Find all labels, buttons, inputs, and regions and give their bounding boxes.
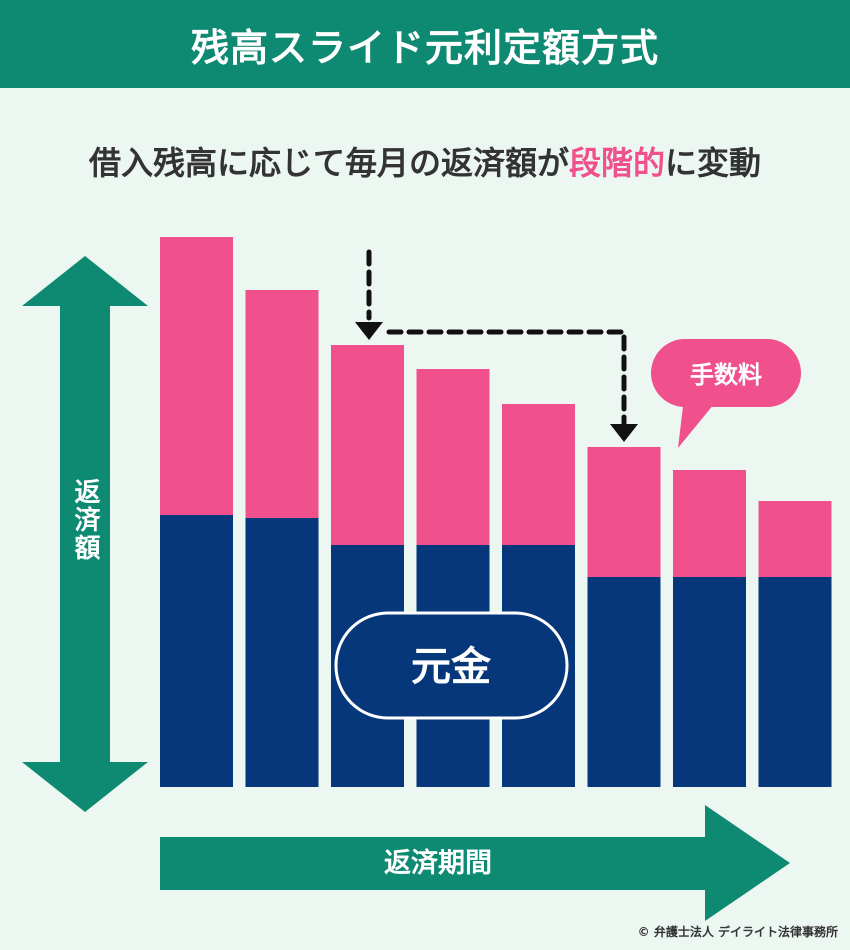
bar-fee-5	[502, 404, 575, 545]
bar-fee-7	[673, 470, 746, 577]
fee-label: 手数料	[690, 361, 762, 389]
bar-fee-1	[160, 237, 233, 515]
fee-speech-bubble: 手数料	[651, 339, 801, 448]
dashed-step-arrow	[355, 249, 638, 442]
subtitle-highlight: 段階的	[568, 144, 665, 182]
bar-principal-6	[587, 577, 661, 787]
page-title: 残高スライド元利定額方式	[190, 25, 659, 70]
subtitle-text-before: 借入残高に応じて毎月の返済額が	[88, 144, 569, 182]
subtitle: 借入残高に応じて毎月の返済額が段階的に変動	[0, 138, 850, 184]
bar-principal-2	[245, 518, 319, 787]
horizontal-axis-label: 返済期間	[384, 847, 492, 879]
dashed-arrow-head-1	[355, 322, 383, 340]
bar-fee-2	[245, 290, 319, 518]
bar-principal-1	[160, 515, 233, 787]
horizontal-arrow-shape	[160, 805, 790, 921]
fee-bubble-tail	[678, 398, 714, 448]
vertical-axis-label: 返済額	[70, 478, 100, 562]
dashed-line	[366, 249, 627, 428]
principal-pill-shape	[334, 611, 569, 720]
bar-fee-3	[331, 345, 404, 545]
vertical-double-arrow: 返済額	[22, 256, 148, 812]
copyright-text: © 弁護士法人 デイライト法律事務所	[637, 925, 838, 939]
vertical-arrow-shape	[22, 256, 148, 812]
bar-fee-8	[758, 501, 832, 577]
dashed-arrow-head-2	[610, 424, 638, 442]
bar-fee-6	[587, 447, 661, 577]
fee-bubble-body	[651, 339, 801, 407]
bar-fee-4	[416, 369, 490, 545]
subtitle-text-after: に変動	[665, 144, 762, 182]
principal-label: 元金	[411, 644, 492, 690]
title-banner: 残高スライド元利定額方式	[0, 0, 850, 88]
principal-label-pill: 元金	[334, 611, 569, 720]
bar-principal-8	[758, 577, 832, 787]
horizontal-arrow: 返済期間	[160, 805, 790, 921]
bar-principal-7	[673, 577, 746, 787]
